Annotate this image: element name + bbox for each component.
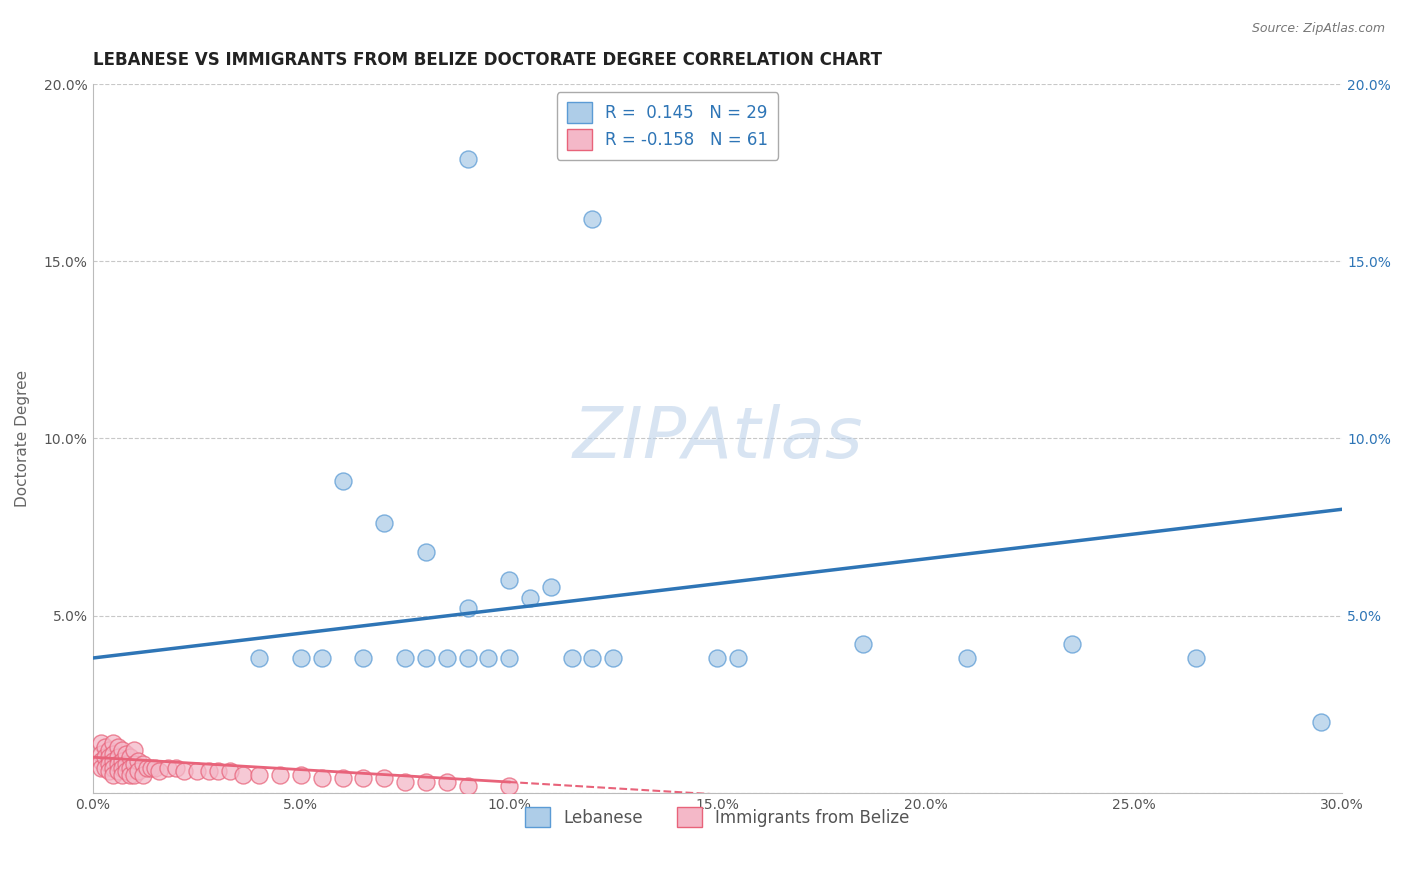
Point [139,761,162,775]
Point [124,743,146,757]
Point [94,739,117,754]
Point [498,573,520,587]
Point [852,637,875,651]
Point [165,761,187,775]
Point [90,761,112,775]
Point [156,761,179,775]
Point [115,747,138,761]
Point [457,601,479,615]
Point [103,736,125,750]
Point [98,764,121,779]
Point [115,764,138,779]
Point [956,651,979,665]
Point [247,768,270,782]
Point [498,779,520,793]
Point [111,761,134,775]
Point [1185,651,1208,665]
Point [143,761,166,775]
Point [198,764,221,779]
Point [131,757,153,772]
Point [120,761,142,775]
Point [111,743,134,757]
Point [415,651,437,665]
Point [107,764,129,779]
Point [519,591,541,605]
Point [290,651,312,665]
Point [148,764,170,779]
Point [269,768,291,782]
Point [124,757,146,772]
Point [107,757,129,772]
Point [457,779,479,793]
Text: ZIPAtlas: ZIPAtlas [572,404,863,473]
Text: LEBANESE VS IMMIGRANTS FROM BELIZE DOCTORATE DEGREE CORRELATION CHART: LEBANESE VS IMMIGRANTS FROM BELIZE DOCTO… [93,51,882,69]
Point [103,761,125,775]
Point [90,747,112,761]
Point [120,750,142,764]
Point [436,775,458,789]
Point [98,743,121,757]
Point [311,651,333,665]
Point [94,761,117,775]
Point [247,651,270,665]
Point [352,772,374,786]
Point [232,768,254,782]
Point [127,764,149,779]
Point [290,768,312,782]
Point [581,651,603,665]
Point [332,772,354,786]
Point [561,651,583,665]
Point [127,754,149,768]
Point [415,545,437,559]
Point [311,772,333,786]
Point [540,580,562,594]
Point [124,768,146,782]
Point [107,739,129,754]
Point [332,474,354,488]
Point [477,651,499,665]
Point [457,651,479,665]
Y-axis label: Doctorate Degree: Doctorate Degree [15,370,30,507]
Point [352,651,374,665]
Point [394,651,416,665]
Point [498,651,520,665]
Text: Source: ZipAtlas.com: Source: ZipAtlas.com [1251,22,1385,36]
Point [90,736,112,750]
Point [727,651,749,665]
Point [207,764,229,779]
Point [111,768,134,782]
Point [1310,714,1333,729]
Point [436,651,458,665]
Point [98,750,121,764]
Point [373,516,395,531]
Point [103,747,125,761]
Point [103,754,125,768]
Point [186,764,208,779]
Legend: Lebanese, Immigrants from Belize: Lebanese, Immigrants from Belize [519,800,917,834]
Point [1060,637,1083,651]
Point [415,775,437,789]
Point [103,768,125,782]
Point [120,768,142,782]
Point [115,757,138,772]
Point [373,772,395,786]
Point [94,750,117,764]
Point [131,768,153,782]
Point [111,754,134,768]
Point [107,750,129,764]
Point [602,651,624,665]
Point [98,757,121,772]
Point [706,651,728,665]
Point [173,764,195,779]
Point [457,152,479,166]
Point [581,211,603,226]
Point [394,775,416,789]
Point [90,754,112,768]
Point [219,764,242,779]
Point [135,761,157,775]
